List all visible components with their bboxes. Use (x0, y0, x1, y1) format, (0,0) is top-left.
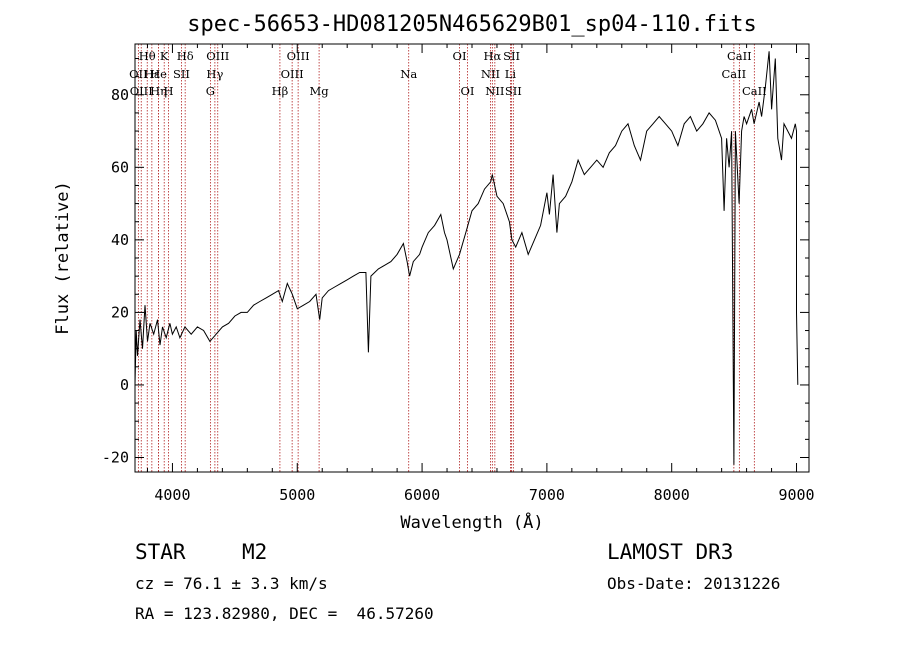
y-tick-label: 40 (111, 231, 129, 249)
y-tick-label: 0 (120, 376, 129, 394)
redshift-value: cz = 76.1 ± 3.3 km/s (135, 574, 328, 593)
survey-name: LAMOST DR3 (607, 540, 734, 564)
line-label: Li (505, 67, 517, 81)
observation-date: Obs-Date: 20131226 (607, 574, 781, 593)
y-tick-label: 60 (111, 158, 129, 176)
line-label: OII (129, 67, 148, 81)
object-subclass: M2 (242, 540, 268, 564)
object-class: STAR (135, 540, 186, 564)
line-label: NII (481, 67, 500, 81)
y-axis: -20 0 20 40 60 80 (102, 58, 809, 466)
y-tick-label: 20 (111, 303, 129, 321)
line-label: Na (400, 67, 417, 81)
line-label: CaII (721, 67, 746, 81)
y-axis-label: Flux (relative) (53, 181, 73, 335)
line-label: OI (453, 49, 467, 63)
line-label: G (206, 84, 215, 98)
coordinates: RA = 123.82980, DEC = 46.57260 (135, 604, 434, 623)
emission-lines (137, 44, 755, 472)
y-tick-label: 80 (111, 86, 129, 104)
x-axis-label: Wavelength (Å) (400, 511, 543, 533)
line-label: K (160, 49, 169, 63)
plot-frame (134, 43, 810, 473)
line-label: SII (505, 84, 522, 98)
line-label: OIII (281, 67, 304, 81)
x-tick-label: 4000 (154, 486, 190, 504)
line-label: CaII (742, 84, 767, 98)
line-label: CaII (727, 49, 752, 63)
x-tick-label: 6000 (404, 486, 440, 504)
line-label: OIII (206, 49, 229, 63)
line-label: Hη (150, 84, 167, 98)
line-label: He (150, 67, 167, 81)
line-label: SII (173, 67, 190, 81)
line-label: Hδ (177, 49, 194, 63)
line-label: Hγ (206, 67, 223, 81)
line-label: Hε (144, 67, 160, 81)
x-tick-label: 8000 (654, 486, 690, 504)
line-label: H (164, 84, 174, 98)
x-tick-label: 7000 (529, 486, 565, 504)
line-label: NII (485, 84, 504, 98)
x-tick-label: 9000 (778, 486, 814, 504)
line-label: Hθ (139, 49, 156, 63)
spectrum-series (134, 51, 799, 465)
line-label: OIII (287, 49, 310, 63)
line-label: Mg (310, 84, 330, 98)
x-axis: 4000 5000 6000 7000 8000 9000 (146, 44, 815, 504)
line-label: SII (503, 49, 520, 63)
y-tick-label: -20 (102, 448, 129, 466)
line-label: OI (461, 84, 475, 98)
x-tick-label: 5000 (279, 486, 315, 504)
chart-title: spec-56653-HD081205N465629B01_sp04-110.f… (187, 12, 757, 37)
line-label: Hα (483, 49, 501, 63)
line-label: Hβ (272, 84, 289, 98)
